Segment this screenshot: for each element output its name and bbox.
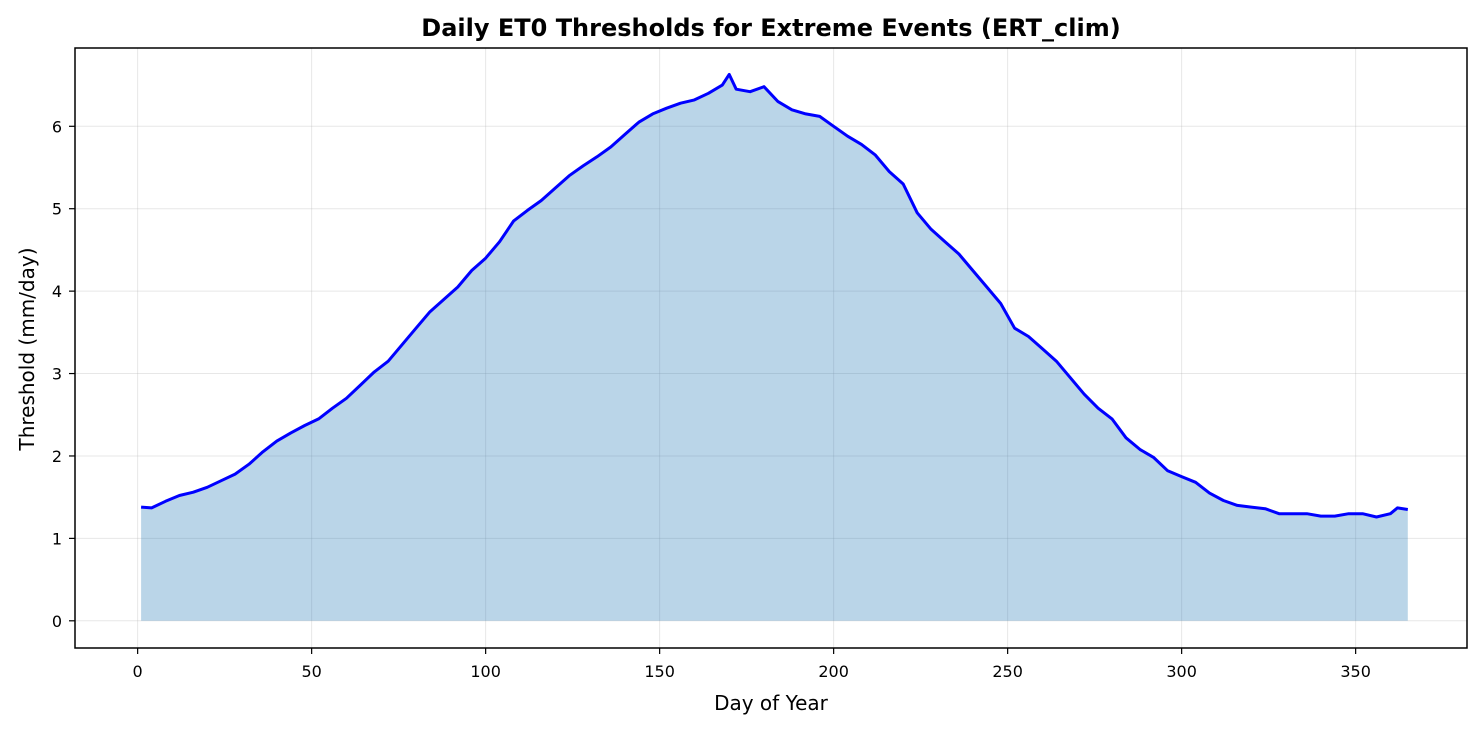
x-tick-label: 250: [992, 662, 1023, 681]
threshold-line: [140, 72, 1409, 519]
x-tick-label: 200: [818, 662, 849, 681]
x-tick-label: 350: [1340, 662, 1371, 681]
y-tick-label: 6: [52, 117, 62, 136]
chart-title: Daily ET0 Thresholds for Extreme Events …: [421, 14, 1120, 42]
y-axis-label: Threshold (mm/day): [15, 247, 39, 451]
x-tick-label: 300: [1166, 662, 1197, 681]
y-tick-label: 2: [52, 447, 62, 466]
y-tick-label: 5: [52, 200, 62, 219]
y-tick-label: 3: [52, 365, 62, 384]
x-tick-label: 100: [470, 662, 501, 681]
x-tick-label: 50: [301, 662, 321, 681]
x-tick-label: 0: [133, 662, 143, 681]
x-tick-label: 150: [644, 662, 675, 681]
y-tick-label: 4: [52, 282, 62, 301]
grid: [75, 48, 1467, 648]
y-axis-ticks: 0 1 2 3 4 5 6: [52, 117, 75, 631]
plot-frame: [74, 47, 1468, 649]
threshold-area: [141, 74, 1408, 621]
x-axis-label: Day of Year: [714, 691, 829, 715]
y-tick-label: 1: [52, 529, 62, 548]
x-axis-ticks: 0 50 100 150 200 250 300 350: [133, 648, 1371, 681]
y-tick-label: 0: [52, 612, 62, 631]
